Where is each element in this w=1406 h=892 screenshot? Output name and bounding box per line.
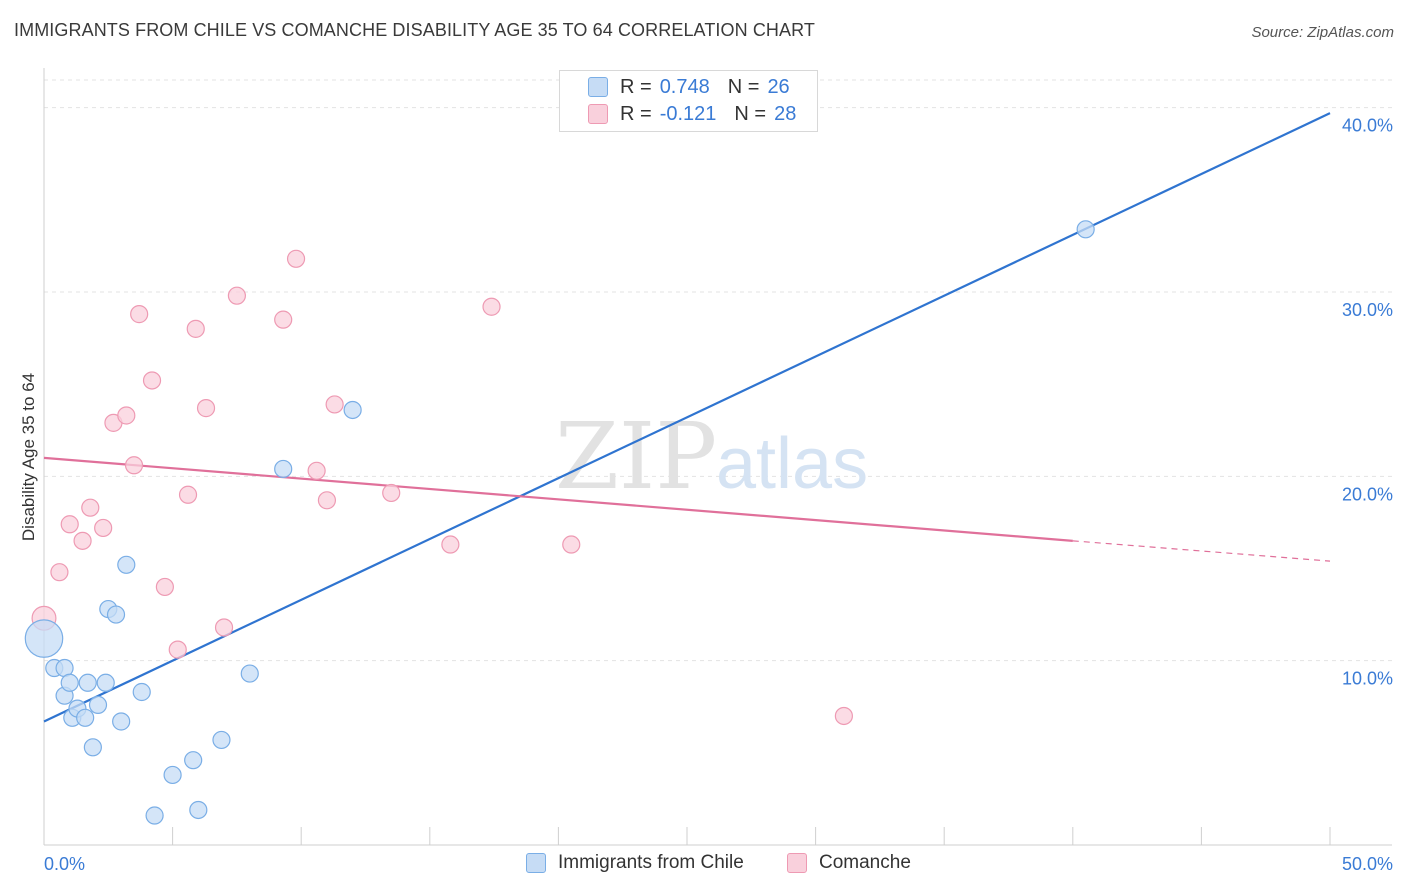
chile-point	[88, 695, 108, 715]
legend-swatch-comanche	[588, 104, 608, 124]
chile-point	[240, 664, 259, 683]
watermark-atlas: atlas	[716, 424, 868, 504]
comanche-point	[227, 286, 246, 305]
comanche-point	[307, 461, 326, 480]
comanche-point	[286, 249, 306, 268]
y-tick-label: 10.0%	[1342, 669, 1393, 689]
n-value: 26	[767, 75, 790, 98]
watermark: ZIP atlas	[555, 403, 868, 510]
legend-item-chile: Immigrants from Chile	[526, 852, 744, 874]
chile-point	[1076, 220, 1095, 239]
chile-point	[76, 708, 95, 727]
comanche-point	[441, 535, 460, 554]
correlation-legend: R = 0.748 N = 26 R = -0.121 N = 28	[559, 70, 818, 132]
chile-point	[96, 673, 115, 692]
comanche-point	[382, 483, 401, 503]
comanche-point	[317, 491, 337, 510]
comanche-point	[186, 319, 205, 338]
chile-point	[163, 765, 182, 785]
chile-point	[112, 712, 131, 731]
axes	[43, 68, 1392, 846]
y-axis-label: Disability Age 35 to 64	[19, 373, 38, 541]
legend-row-comanche: R = -0.121 N = 28	[588, 102, 796, 126]
comanche-point	[196, 399, 216, 418]
trend-line-chile	[43, 112, 1331, 723]
x-tick-label: 0.0%	[44, 854, 85, 874]
chile-point	[184, 751, 203, 770]
series-legend: Immigrants from Chile Comanche	[0, 852, 1406, 878]
r-label: R =	[620, 102, 652, 125]
legend-label-chile: Immigrants from Chile	[558, 852, 744, 873]
chile-point	[106, 605, 126, 624]
n-label: N =	[734, 102, 767, 125]
grid-lines	[44, 79, 1392, 662]
comanche-point	[325, 395, 344, 414]
comanche-point	[94, 518, 113, 538]
chile-point	[212, 730, 231, 750]
comanche-point	[124, 456, 144, 475]
n-value: 28	[774, 102, 797, 125]
chile-point	[83, 738, 102, 757]
y-tick-label: 40.0%	[1342, 116, 1393, 136]
comanche-point	[81, 498, 100, 517]
data-points	[24, 220, 1095, 825]
chile-point	[132, 682, 151, 702]
legend-swatch-chile	[588, 77, 608, 97]
chile-point	[343, 400, 362, 420]
comanche-point	[155, 577, 174, 597]
chile-point	[274, 459, 293, 479]
watermark-zip: ZIP	[555, 403, 717, 510]
chile-point	[78, 673, 97, 692]
comanche-point	[562, 535, 581, 554]
comanche-point	[73, 531, 92, 550]
chart-title: IMMIGRANTS FROM CHILE VS COMANCHE DISABI…	[14, 20, 815, 40]
source-label: Source: ZipAtlas.com	[1251, 24, 1394, 41]
tick-labels: 10.0% 20.0% 30.0% 40.0% 0.0% 50.0%	[44, 116, 1393, 874]
y-tick-label: 20.0%	[1342, 484, 1393, 504]
r-value: 0.748	[659, 75, 710, 98]
chile-point	[145, 806, 164, 825]
comanche-point	[142, 371, 162, 390]
comanche-point	[274, 310, 293, 329]
r-value: -0.121	[659, 102, 717, 125]
comanche-point	[168, 640, 187, 659]
comanche-point	[178, 485, 198, 504]
trend-line-comanche	[43, 456, 1073, 542]
comanche-point	[214, 618, 234, 637]
y-tick-label: 30.0%	[1342, 300, 1393, 320]
legend-swatch-chile	[526, 853, 546, 873]
chile-point	[117, 555, 136, 574]
legend-label-comanche: Comanche	[819, 852, 911, 873]
comanche-point	[117, 406, 136, 425]
legend-swatch-comanche	[787, 853, 807, 873]
comanche-point	[60, 515, 79, 534]
legend-item-comanche: Comanche	[787, 852, 911, 874]
chile-point	[24, 619, 64, 658]
chile-point	[60, 673, 79, 692]
comanche-point	[50, 563, 69, 582]
comanche-point	[834, 706, 853, 726]
trend-lines	[43, 112, 1331, 723]
comanche-point	[130, 305, 149, 324]
x-tick-label: 50.0%	[1342, 854, 1393, 874]
legend-row-chile: R = 0.748 N = 26	[588, 75, 790, 99]
chile-point	[189, 800, 208, 820]
comanche-point	[482, 297, 501, 316]
trend-line-comanche-extension	[1072, 540, 1331, 562]
r-label: R =	[620, 75, 652, 98]
n-label: N =	[727, 75, 760, 98]
